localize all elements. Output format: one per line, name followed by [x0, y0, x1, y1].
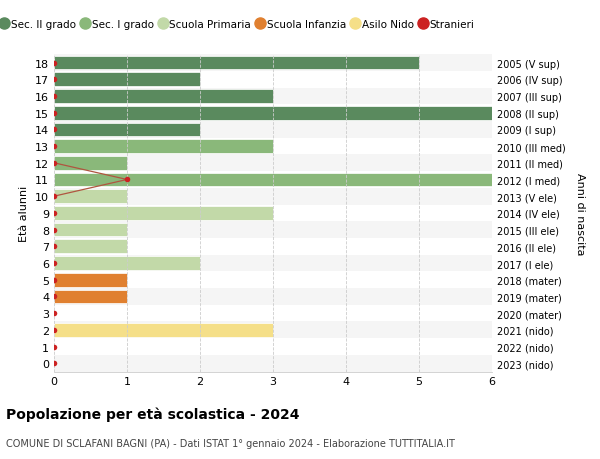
- Bar: [54, 189, 492, 205]
- Point: [49, 310, 59, 317]
- Point: [49, 160, 59, 167]
- Bar: [54, 173, 492, 187]
- Point: [49, 76, 59, 84]
- Bar: [54, 338, 492, 355]
- Point: [49, 260, 59, 267]
- Bar: [54, 56, 419, 70]
- Bar: [54, 123, 200, 137]
- Bar: [54, 238, 492, 255]
- Bar: [54, 90, 273, 104]
- Bar: [54, 322, 492, 338]
- Bar: [54, 122, 492, 139]
- Bar: [54, 155, 492, 172]
- Legend: Sec. II grado, Sec. I grado, Scuola Primaria, Scuola Infanzia, Asilo Nido, Stran: Sec. II grado, Sec. I grado, Scuola Prim…: [0, 16, 478, 34]
- Y-axis label: Età alunni: Età alunni: [19, 185, 29, 241]
- Bar: [54, 288, 492, 305]
- Bar: [54, 240, 127, 254]
- Bar: [54, 157, 127, 170]
- Bar: [54, 139, 492, 155]
- Bar: [54, 205, 492, 222]
- Bar: [54, 290, 127, 303]
- Bar: [54, 305, 492, 322]
- Text: Popolazione per età scolastica - 2024: Popolazione per età scolastica - 2024: [6, 406, 299, 421]
- Bar: [54, 323, 273, 337]
- Point: [49, 193, 59, 201]
- Bar: [54, 72, 492, 89]
- Point: [49, 93, 59, 101]
- Bar: [54, 106, 492, 120]
- Bar: [54, 105, 492, 122]
- Point: [49, 143, 59, 151]
- Bar: [54, 272, 492, 288]
- Point: [49, 276, 59, 284]
- Bar: [54, 73, 200, 87]
- Bar: [54, 190, 127, 204]
- Point: [49, 226, 59, 234]
- Bar: [54, 207, 273, 220]
- Bar: [54, 257, 200, 270]
- Bar: [54, 55, 492, 72]
- Bar: [54, 223, 127, 237]
- Text: COMUNE DI SCLAFANI BAGNI (PA) - Dati ISTAT 1° gennaio 2024 - Elaborazione TUTTIT: COMUNE DI SCLAFANI BAGNI (PA) - Dati IST…: [6, 438, 455, 448]
- Point: [49, 126, 59, 134]
- Bar: [54, 89, 492, 105]
- Point: [49, 210, 59, 217]
- Bar: [54, 222, 492, 238]
- Point: [122, 176, 132, 184]
- Point: [49, 293, 59, 301]
- Bar: [54, 172, 492, 189]
- Bar: [54, 273, 127, 287]
- Point: [49, 60, 59, 67]
- Bar: [54, 255, 492, 272]
- Point: [49, 343, 59, 351]
- Point: [49, 243, 59, 251]
- Point: [49, 326, 59, 334]
- Bar: [54, 140, 273, 154]
- Point: [49, 360, 59, 367]
- Bar: [54, 355, 492, 372]
- Point: [49, 110, 59, 117]
- Y-axis label: Anni di nascita: Anni di nascita: [575, 172, 585, 255]
